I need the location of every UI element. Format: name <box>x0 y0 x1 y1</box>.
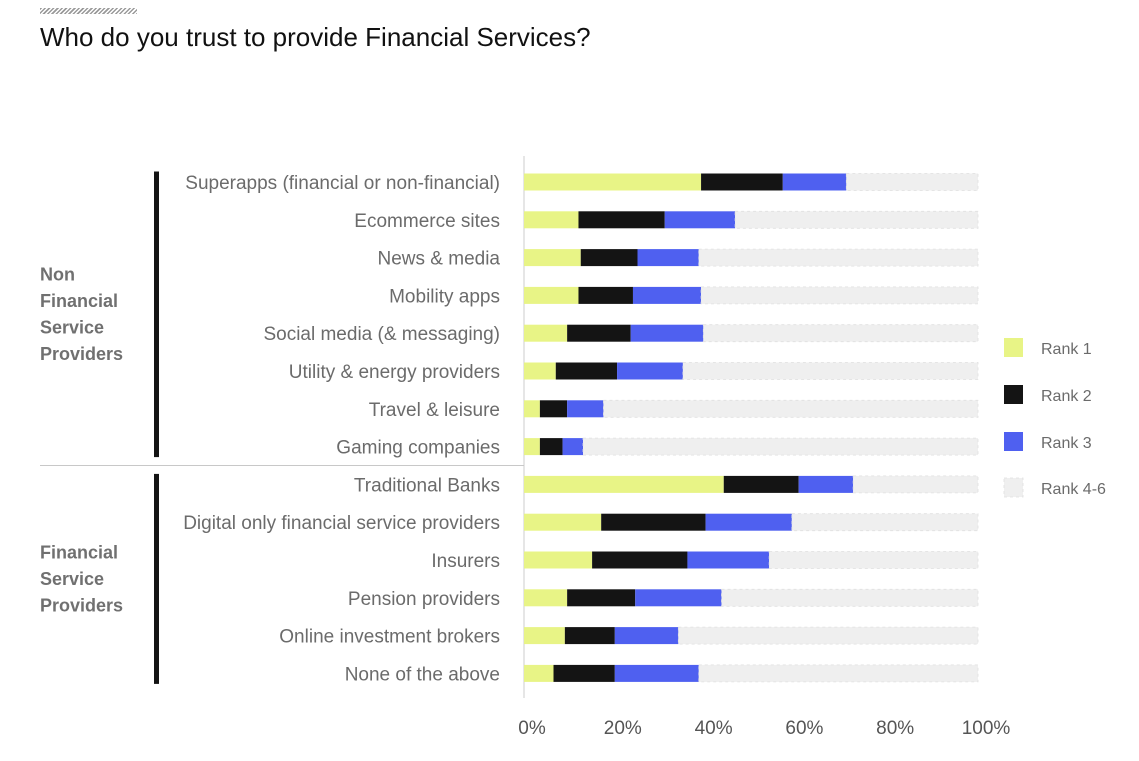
bar-segment-rank-2 <box>601 513 706 531</box>
bar-segment-rank-4-6 <box>582 437 979 456</box>
legend-label: Rank 3 <box>1041 435 1092 452</box>
bar-segment-rank-2 <box>578 211 665 229</box>
legend-swatch <box>1004 432 1023 451</box>
bar-segment-rank-3 <box>614 664 699 682</box>
bar-segment-rank-1 <box>524 627 565 645</box>
bar-segment-rank-1 <box>524 324 568 342</box>
category-label: None of the above <box>345 664 500 685</box>
bar-segment-rank-1 <box>524 551 593 569</box>
bar-segment-rank-4-6 <box>721 588 979 607</box>
bar-segment-rank-4-6 <box>698 248 979 267</box>
bar-segment-rank-2 <box>539 438 563 456</box>
bar-segment-rank-1 <box>524 589 568 607</box>
x-tick-label: 60% <box>785 718 823 739</box>
category-label: News & media <box>378 249 501 270</box>
legend-swatch <box>1004 385 1023 404</box>
bar-segment-rank-3 <box>798 475 854 493</box>
bar-segment-rank-3 <box>637 249 699 267</box>
bar-segment-rank-4-6 <box>700 286 979 305</box>
bar-segment-rank-1 <box>524 438 540 456</box>
bar-segment-rank-1 <box>524 173 702 191</box>
bar-segment-rank-1 <box>524 400 540 418</box>
group-label: Service <box>40 569 104 589</box>
legend-swatch <box>1004 338 1023 357</box>
group-label: Providers <box>40 344 123 364</box>
legend-swatch <box>1003 477 1024 498</box>
group-label: Non <box>40 265 75 285</box>
bar-segment-rank-3 <box>630 324 704 342</box>
category-label: Mobility apps <box>389 286 500 307</box>
category-label: Gaming companies <box>336 438 500 459</box>
group-bracket <box>154 171 159 458</box>
bar-segment-rank-3 <box>617 362 683 380</box>
bar-segment-rank-1 <box>524 664 554 682</box>
bar-segment-rank-3 <box>632 286 702 304</box>
bar-segment-rank-2 <box>723 475 799 493</box>
title-decoration <box>40 8 137 14</box>
bar-segment-rank-3 <box>782 173 847 191</box>
bar-segment-rank-2 <box>555 362 618 380</box>
bar-segment-rank-1 <box>524 513 602 531</box>
x-tick-label: 20% <box>604 718 642 739</box>
category-label: Utility & energy providers <box>289 362 500 383</box>
group-label: Financial <box>40 542 118 562</box>
bar-segment-rank-2 <box>578 286 633 304</box>
bar-segment-rank-4-6 <box>845 173 979 191</box>
category-label: Pension providers <box>348 589 500 610</box>
bar-segment-rank-3 <box>614 627 679 645</box>
legend-label: Rank 4-6 <box>1041 481 1106 498</box>
bar-segment-rank-4-6 <box>852 475 979 494</box>
bar-segment-rank-4-6 <box>603 399 979 418</box>
group-label: Service <box>40 318 104 338</box>
bar-segment-rank-2 <box>567 324 631 342</box>
bar-segment-rank-3 <box>687 551 770 569</box>
bar-segment-rank-3 <box>562 438 584 456</box>
group-bracket <box>154 473 159 684</box>
bar-segment-rank-4-6 <box>734 210 979 229</box>
bar-segment-rank-4-6 <box>702 324 979 343</box>
legend-label: Rank 1 <box>1041 341 1092 358</box>
bar-segment-rank-1 <box>524 362 556 380</box>
category-label: Traditional Banks <box>354 475 500 496</box>
x-tick-label: 40% <box>695 718 733 739</box>
group-label: Financial <box>40 291 118 311</box>
bar-segment-rank-4-6 <box>682 362 979 380</box>
bar-segment-rank-4-6 <box>768 551 979 569</box>
bar-segment-rank-1 <box>524 249 581 267</box>
bar-segment-rank-1 <box>524 475 724 493</box>
category-label: Online investment brokers <box>279 627 500 648</box>
bar-segment-rank-2 <box>564 627 615 645</box>
bar-segment-rank-2 <box>580 249 638 267</box>
x-tick-label: 0% <box>518 718 546 739</box>
bar-segment-rank-4-6 <box>698 664 979 683</box>
bar-segment-rank-3 <box>567 400 604 418</box>
category-label: Ecommerce sites <box>354 211 500 232</box>
bar-segment-rank-4-6 <box>791 513 979 532</box>
page-title: Who do you trust to provide Financial Se… <box>40 22 591 52</box>
category-label: Superapps (financial or non-financial) <box>185 173 500 194</box>
category-label: Social media (& messaging) <box>263 324 500 345</box>
bar-segment-rank-2 <box>701 173 783 191</box>
bar-segment-rank-4-6 <box>677 626 979 645</box>
bar-segment-rank-2 <box>539 400 568 418</box>
bar-segment-rank-3 <box>705 513 792 531</box>
category-label: Insurers <box>431 551 500 572</box>
x-tick-label: 100% <box>962 718 1011 739</box>
category-label: Travel & leisure <box>369 400 500 421</box>
bar-segment-rank-2 <box>592 551 688 569</box>
bar-segment-rank-2 <box>567 589 636 607</box>
bar-segment-rank-2 <box>553 664 615 682</box>
bar-segment-rank-1 <box>524 211 579 229</box>
bar-segment-rank-3 <box>635 589 722 607</box>
x-tick-label: 80% <box>876 718 914 739</box>
category-label: Digital only financial service providers <box>183 513 500 534</box>
bar-segment-rank-1 <box>524 286 579 304</box>
legend-label: Rank 2 <box>1041 388 1092 405</box>
bar-segment-rank-3 <box>664 211 736 229</box>
group-label: Providers <box>40 595 123 615</box>
